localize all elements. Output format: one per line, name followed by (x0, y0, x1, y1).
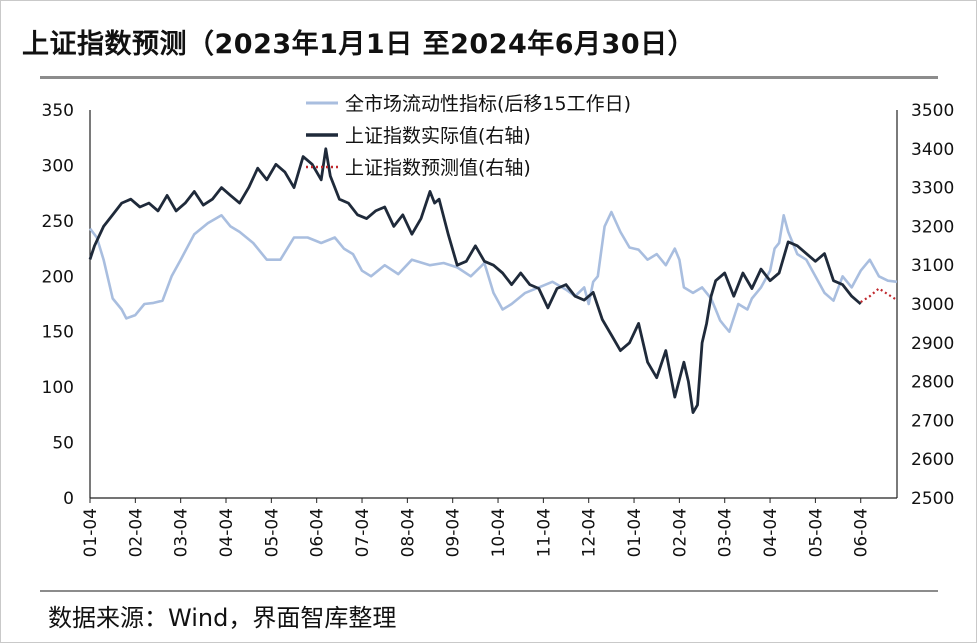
x-tick-label: 07-04 (353, 508, 373, 557)
x-tick-label: 02-04 (670, 508, 690, 557)
legend-label-actual: 上证指数实际值(右轴) (345, 125, 531, 147)
left-y-tick-label: 200 (42, 267, 74, 287)
left-y-tick-label: 250 (42, 212, 74, 232)
x-tick-label: 08-04 (398, 508, 418, 557)
right-y-tick-label: 2600 (911, 450, 954, 470)
left-y-ticks: 0 50 100 150 200 250 300 350 (42, 101, 74, 509)
x-tick-label: 04-04 (217, 508, 237, 557)
x-tick-label: 04-04 (761, 508, 781, 557)
x-tick-label: 01-04 (81, 508, 101, 557)
x-tick-label: 09-04 (444, 508, 464, 557)
right-y-tick-label: 2500 (911, 489, 954, 509)
right-y-tick-label: 2900 (911, 334, 954, 354)
x-tick-label: 11-04 (534, 508, 554, 557)
right-y-tick-label: 3400 (911, 140, 954, 160)
x-tick-label: 05-04 (806, 508, 826, 557)
series-forecast-line (860, 287, 898, 304)
legend-label-forecast: 上证指数预测值(右轴) (345, 157, 531, 179)
data-source-note: 数据来源：Wind，界面智库整理 (48, 604, 397, 632)
left-y-tick-label: 0 (63, 489, 74, 509)
source-divider (40, 590, 938, 592)
legend-item-liquidity: 全市场流动性指标(后移15工作日) (306, 93, 631, 115)
legend-item-forecast: 上证指数预测值(右轴) (306, 157, 531, 179)
series-liquidity-line (88, 210, 898, 333)
left-y-tick-label: 150 (42, 323, 74, 343)
right-y-tick-label: 3000 (911, 295, 954, 315)
series-group (88, 147, 898, 414)
x-tick-label: 06-04 (308, 508, 328, 557)
x-tick-label: 01-04 (625, 508, 645, 557)
chart-title: 上证指数预测（2023年1月1日 至2024年6月30日） (22, 29, 696, 60)
x-tick-label: 12-04 (580, 508, 600, 557)
x-tick-label: 03-04 (172, 508, 192, 557)
title-divider (40, 76, 938, 79)
right-y-tick-label: 2700 (911, 411, 954, 431)
right-y-tick-label: 3100 (911, 256, 954, 276)
right-y-tick-label: 3500 (911, 101, 954, 121)
x-tick-label: 06-04 (852, 508, 872, 557)
right-y-tick-label: 3300 (911, 179, 954, 199)
right-y-ticks: 2500 2600 2700 2800 2900 3000 3100 3200 3300 3400… (911, 101, 954, 509)
axes (89, 110, 898, 499)
right-y-tick-label: 3200 (911, 217, 954, 237)
x-tick-label: 02-04 (126, 508, 146, 557)
legend-item-actual: 上证指数实际值(右轴) (306, 125, 531, 147)
legend: 全市场流动性指标(后移15工作日) 上证指数实际值(右轴) 上证指数预测值(右轴… (306, 93, 631, 179)
left-y-tick-label: 50 (52, 434, 74, 454)
series-actual-line (88, 147, 862, 414)
right-y-tick-label: 2800 (911, 373, 954, 393)
legend-label-liquidity: 全市场流动性指标(后移15工作日) (345, 93, 631, 115)
x-ticks: 01-04 02-04 03-04 04-04 05-04 06-04 07-04 08-04… (81, 498, 872, 557)
left-y-tick-label: 100 (42, 378, 74, 398)
left-y-tick-label: 300 (42, 156, 74, 176)
x-tick-label: 05-04 (262, 508, 282, 557)
x-tick-label: 03-04 (716, 508, 736, 557)
line-chart: 0 50 100 150 200 250 300 350 2500 2600 2700 2800 29… (42, 93, 955, 557)
x-tick-label: 10-04 (489, 508, 509, 557)
left-y-tick-label: 350 (42, 101, 74, 121)
